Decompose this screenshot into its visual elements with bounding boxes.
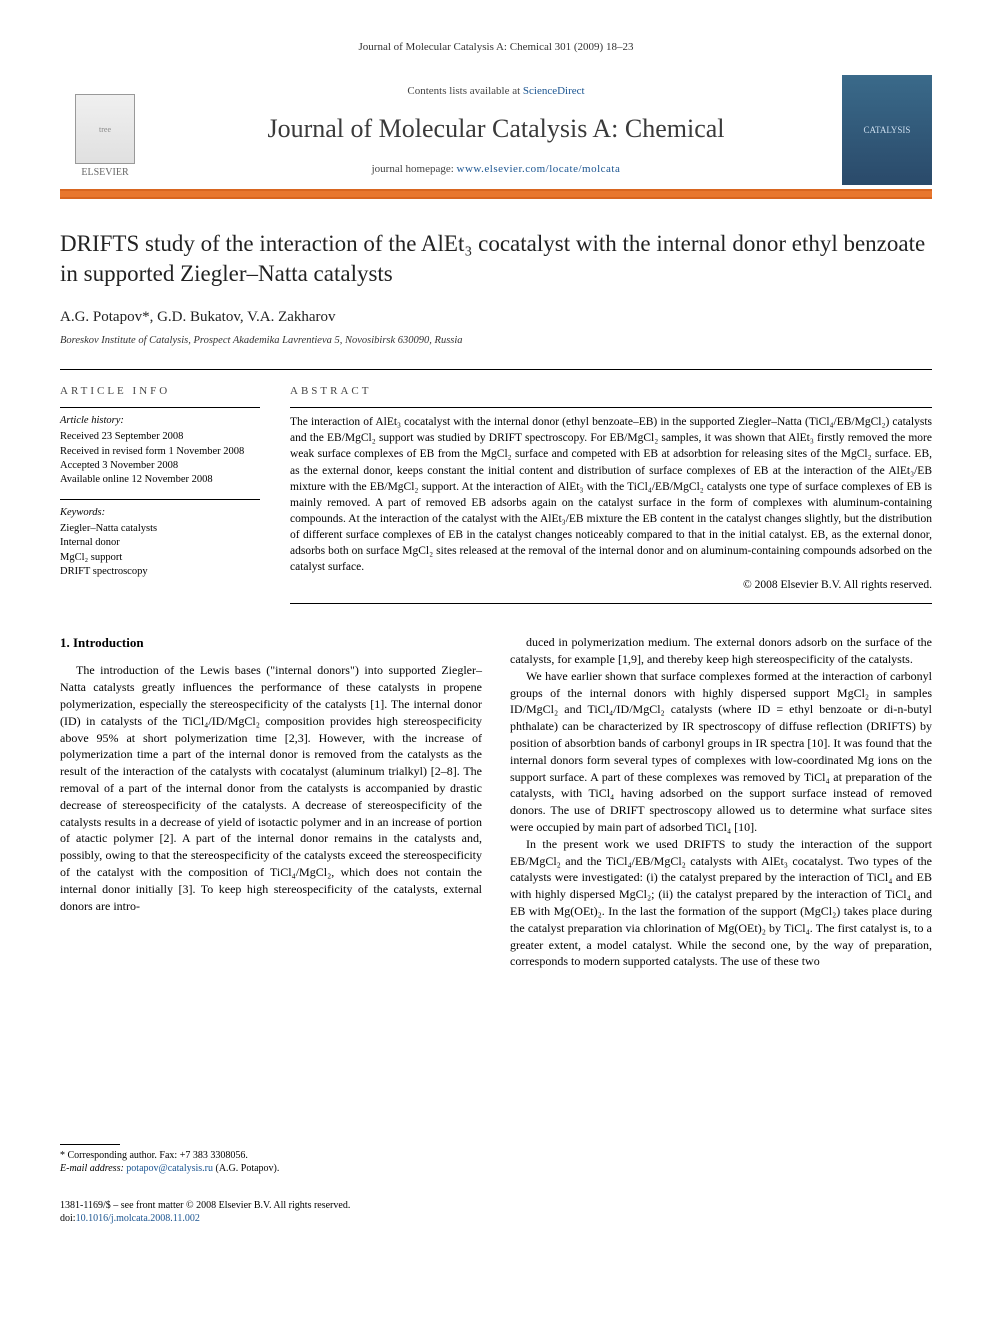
- doi-label: doi:: [60, 1213, 76, 1224]
- body-paragraph: duced in polymerization medium. The exte…: [510, 634, 932, 668]
- keyword-item: Internal donor: [60, 536, 260, 550]
- masthead: tree ELSEVIER Contents lists available a…: [60, 75, 932, 185]
- email-suffix: (A.G. Potapov).: [213, 1163, 279, 1174]
- footer: 1381-1169/$ – see front matter © 2008 El…: [60, 1199, 932, 1225]
- affiliation: Boreskov Institute of Catalysis, Prospec…: [60, 334, 932, 349]
- masthead-center: Contents lists available at ScienceDirec…: [150, 84, 842, 177]
- history-item: Available online 12 November 2008: [60, 473, 260, 487]
- section-heading: 1. Introduction: [60, 634, 482, 652]
- article-info-column: article info Article history: Received 2…: [60, 384, 260, 604]
- abstract-bottom-rule: [290, 603, 932, 604]
- abstract-text: The interaction of AlEt₃ cocatalyst with…: [290, 414, 932, 575]
- history-label: Article history:: [60, 414, 260, 428]
- publisher-logo: tree ELSEVIER: [60, 80, 150, 180]
- corresponding-author-footnote: * Corresponding author. Fax: +7 383 3308…: [60, 1149, 482, 1175]
- email-label: E-mail address:: [60, 1163, 126, 1174]
- body-column-left: 1. Introduction The introduction of the …: [60, 634, 482, 1175]
- homepage-link[interactable]: www.elsevier.com/locate/molcata: [457, 163, 621, 175]
- email-line: E-mail address: potapov@catalysis.ru (A.…: [60, 1162, 482, 1175]
- sciencedirect-link[interactable]: ScienceDirect: [523, 85, 585, 97]
- article-title: DRIFTS study of the interaction of the A…: [60, 229, 932, 289]
- history-item: Received in revised form 1 November 2008: [60, 445, 260, 459]
- section-title: Introduction: [73, 635, 144, 650]
- info-divider: [60, 407, 260, 408]
- article-info-heading: article info: [60, 384, 260, 399]
- front-matter-line: 1381-1169/$ – see front matter © 2008 El…: [60, 1199, 932, 1212]
- body-paragraph: The introduction of the Lewis bases ("in…: [60, 662, 482, 914]
- journal-cover-thumbnail: CATALYSIS: [842, 75, 932, 185]
- keyword-item: Ziegler–Natta catalysts: [60, 522, 260, 536]
- abstract-copyright: © 2008 Elsevier B.V. All rights reserved…: [290, 577, 932, 593]
- info-divider: [60, 499, 260, 500]
- article-history-block: Article history: Received 23 September 2…: [60, 414, 260, 487]
- body-columns: 1. Introduction The introduction of the …: [60, 634, 932, 1175]
- section-number: 1.: [60, 635, 70, 650]
- authors-line: A.G. Potapov*, G.D. Bukatov, V.A. Zakhar…: [60, 307, 932, 328]
- keyword-item: MgCl₂ support: [60, 551, 260, 565]
- journal-reference-header: Journal of Molecular Catalysis A: Chemic…: [60, 40, 932, 55]
- doi-link[interactable]: 10.1016/j.molcata.2008.11.002: [76, 1213, 200, 1224]
- keywords-block: Keywords: Ziegler–Natta catalysts Intern…: [60, 506, 260, 579]
- body-paragraph: In the present work we used DRIFTS to st…: [510, 836, 932, 970]
- email-link[interactable]: potapov@catalysis.ru: [126, 1163, 213, 1174]
- contents-available-line: Contents lists available at ScienceDirec…: [150, 84, 842, 99]
- corr-author-line: * Corresponding author. Fax: +7 383 3308…: [60, 1149, 482, 1162]
- elsevier-tree-icon: tree: [75, 94, 135, 164]
- orange-divider-bar: [60, 189, 932, 199]
- homepage-line: journal homepage: www.elsevier.com/locat…: [150, 162, 842, 177]
- info-abstract-row: article info Article history: Received 2…: [60, 369, 932, 604]
- doi-line: doi:10.1016/j.molcata.2008.11.002: [60, 1212, 932, 1225]
- history-item: Received 23 September 2008: [60, 430, 260, 444]
- keywords-label: Keywords:: [60, 506, 260, 520]
- abstract-top-rule: [290, 407, 932, 408]
- history-item: Accepted 3 November 2008: [60, 459, 260, 473]
- keyword-item: DRIFT spectroscopy: [60, 565, 260, 579]
- homepage-label: journal homepage:: [372, 163, 457, 175]
- footnote-rule: [60, 1144, 120, 1145]
- contents-text: Contents lists available at: [407, 85, 522, 97]
- body-column-right: duced in polymerization medium. The exte…: [510, 634, 932, 1175]
- abstract-column: abstract The interaction of AlEt₃ cocata…: [290, 384, 932, 604]
- body-paragraph: We have earlier shown that surface compl…: [510, 668, 932, 836]
- publisher-name: ELSEVIER: [81, 166, 128, 180]
- journal-name: Journal of Molecular Catalysis A: Chemic…: [150, 111, 842, 147]
- abstract-heading: abstract: [290, 384, 932, 399]
